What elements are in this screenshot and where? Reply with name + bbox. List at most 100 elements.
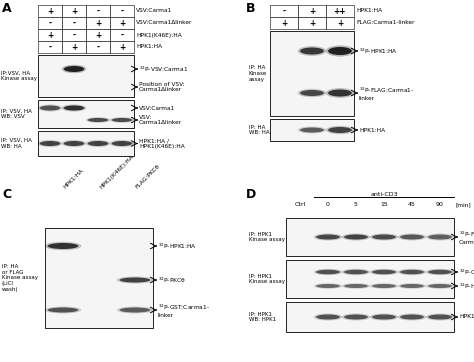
Ellipse shape [400, 235, 424, 240]
Text: $^{32}$P-GST:Carma1-
linker: $^{32}$P-GST:Carma1- linker [158, 302, 210, 317]
Text: C: C [2, 188, 11, 201]
Ellipse shape [64, 141, 84, 146]
Ellipse shape [342, 283, 370, 289]
Text: HPK1: HPK1 [459, 315, 474, 320]
Text: +: + [119, 42, 125, 51]
Ellipse shape [88, 118, 108, 122]
Text: -: - [73, 30, 75, 39]
Ellipse shape [112, 141, 132, 146]
Ellipse shape [120, 307, 150, 312]
Bar [38, 55, 134, 97]
Bar [86, 17, 110, 29]
Text: HPK1:HA: HPK1:HA [356, 8, 382, 13]
Ellipse shape [428, 270, 452, 274]
Bar [270, 31, 354, 116]
Ellipse shape [328, 47, 352, 55]
Ellipse shape [38, 140, 62, 147]
Text: VSV:
Carma1Δlinker: VSV: Carma1Δlinker [139, 115, 182, 125]
Ellipse shape [48, 307, 78, 312]
Text: 0: 0 [326, 202, 330, 207]
Ellipse shape [370, 269, 398, 275]
Ellipse shape [400, 270, 424, 274]
Bar [62, 41, 86, 53]
Text: HPK1:HA: HPK1:HA [359, 127, 385, 132]
Text: anti-CD3: anti-CD3 [370, 192, 398, 197]
Ellipse shape [328, 89, 352, 97]
Text: HPK1(K46E):HA: HPK1(K46E):HA [99, 154, 135, 190]
Text: HPK1:HA: HPK1:HA [63, 168, 85, 190]
Ellipse shape [344, 315, 368, 320]
Bar [270, 5, 298, 17]
Ellipse shape [316, 270, 340, 274]
Ellipse shape [344, 270, 368, 274]
Bar [38, 5, 62, 17]
Bar [86, 5, 110, 17]
Text: $^{32}$P-FLAG:Carma1-
linker: $^{32}$P-FLAG:Carma1- linker [359, 85, 414, 101]
Text: +: + [95, 30, 101, 39]
Text: $^{32}$P-HPK1:HA: $^{32}$P-HPK1:HA [158, 241, 197, 251]
Text: 45: 45 [408, 202, 416, 207]
Ellipse shape [398, 233, 426, 240]
Text: $^{32}$P-HPK1:HA: $^{32}$P-HPK1:HA [359, 46, 398, 56]
Text: -: - [96, 7, 100, 16]
Ellipse shape [314, 283, 342, 289]
Text: Position of VSV:
Carma1Δlinker: Position of VSV: Carma1Δlinker [139, 81, 185, 92]
Ellipse shape [428, 284, 452, 288]
Text: IP:VSV, HA
Kinase assay: IP:VSV, HA Kinase assay [1, 71, 37, 81]
Ellipse shape [344, 284, 368, 288]
Text: +: + [309, 7, 315, 16]
Ellipse shape [45, 242, 82, 250]
Text: -: - [48, 42, 52, 51]
Ellipse shape [38, 105, 62, 111]
Bar [298, 17, 326, 29]
Ellipse shape [110, 140, 134, 147]
Bar [110, 5, 134, 17]
Ellipse shape [372, 284, 396, 288]
Bar [110, 17, 134, 29]
Bar [38, 17, 62, 29]
Ellipse shape [426, 283, 454, 289]
Text: 90: 90 [436, 202, 444, 207]
Ellipse shape [112, 118, 132, 122]
Text: A: A [2, 2, 12, 15]
Ellipse shape [398, 313, 426, 320]
Text: +: + [309, 18, 315, 28]
Text: IP: HPK1
Kinase assay: IP: HPK1 Kinase assay [249, 274, 285, 285]
Ellipse shape [300, 90, 324, 96]
Text: IP: VSV, HA
WB: HA: IP: VSV, HA WB: HA [1, 138, 32, 149]
Bar [62, 5, 86, 17]
Text: IP: VSV, HA
WB: VSV: IP: VSV, HA WB: VSV [1, 109, 32, 119]
Ellipse shape [40, 141, 60, 146]
Text: -: - [48, 18, 52, 28]
Text: +: + [47, 30, 53, 39]
Text: +: + [337, 18, 343, 28]
Ellipse shape [316, 315, 340, 320]
Ellipse shape [300, 127, 324, 132]
Text: $^{32}$P-PKCθ: $^{32}$P-PKCθ [158, 275, 186, 285]
Bar [110, 29, 134, 41]
Ellipse shape [370, 283, 398, 289]
Ellipse shape [48, 243, 78, 249]
Text: $^{32}$P-HPK1: $^{32}$P-HPK1 [459, 281, 474, 291]
Ellipse shape [300, 47, 324, 55]
Ellipse shape [88, 141, 108, 146]
Ellipse shape [45, 307, 82, 313]
Ellipse shape [398, 269, 426, 275]
Ellipse shape [426, 233, 454, 240]
Text: -: - [120, 30, 124, 39]
Bar [38, 29, 62, 41]
Bar [286, 218, 454, 256]
Ellipse shape [86, 140, 110, 147]
Text: $^{32}$P-VSV:Carma1: $^{32}$P-VSV:Carma1 [139, 64, 188, 73]
Text: VSV:Carma1: VSV:Carma1 [139, 105, 175, 110]
Ellipse shape [342, 313, 370, 320]
Text: ++: ++ [334, 7, 346, 16]
Text: $^{32}$P-FLAG:
Carma1-linker: $^{32}$P-FLAG: Carma1-linker [459, 230, 474, 245]
Ellipse shape [370, 233, 398, 240]
Ellipse shape [62, 140, 86, 147]
Ellipse shape [314, 233, 342, 240]
Text: 5: 5 [354, 202, 358, 207]
Bar [45, 228, 153, 328]
Text: IP: HA
WB: HA: IP: HA WB: HA [249, 125, 270, 135]
Ellipse shape [117, 277, 154, 283]
